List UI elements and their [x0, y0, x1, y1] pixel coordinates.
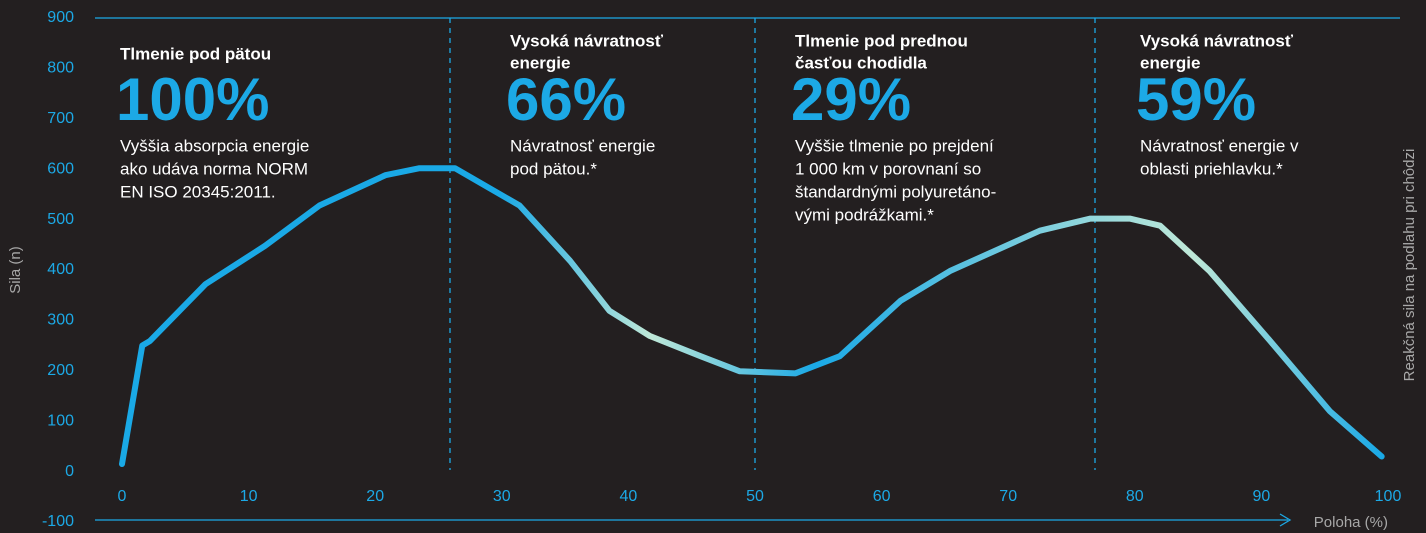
x-tick-label: 40 [620, 488, 638, 505]
section-text: vými podrážkami.* [795, 205, 934, 224]
section-text: pod pätou.* [510, 159, 597, 178]
y-tick-label: 100 [47, 412, 74, 429]
y-tick-label: 300 [47, 312, 74, 329]
x-tick-label: 60 [873, 488, 891, 505]
y-tick-label: 0 [65, 463, 74, 480]
y-tick-label: -100 [42, 513, 74, 530]
section-number: 59% [1136, 66, 1256, 133]
section-text: Návratnosť energie v [1140, 136, 1299, 155]
section-text: oblasti priehlavku.* [1140, 159, 1283, 178]
section-text: ako udáva norma NORM [120, 159, 308, 178]
section-number: 100% [116, 66, 269, 133]
section-heading: energie [510, 53, 570, 72]
y-tick-label: 700 [47, 110, 74, 127]
x-tick-label: 80 [1126, 488, 1144, 505]
x-axis-arrow [95, 513, 1292, 527]
section-heading: Vysoká návratnosť [510, 31, 664, 50]
x-tick-label: 30 [493, 488, 511, 505]
section-heading: Tlmenie pod prednou [795, 31, 968, 50]
section-heading: časťou chodidla [795, 53, 927, 72]
y-tick-label: 500 [47, 211, 74, 228]
x-axis-label: Poloha (%) [1314, 514, 1388, 531]
section-text: 1 000 km v porovnaní so [795, 159, 981, 178]
x-tick-label: 10 [240, 488, 258, 505]
x-tick-label: 50 [746, 488, 764, 505]
y-tick-label: 200 [47, 362, 74, 379]
section-number: 29% [791, 66, 911, 133]
x-tick-label: 0 [118, 488, 127, 505]
y2-axis-label: Reakčná sila na podlahu pri chôdzi [1401, 149, 1418, 382]
section-text: štandardnými polyuretáno- [795, 182, 996, 201]
section-frame [95, 17, 1400, 470]
y-tick-label: 400 [47, 261, 74, 278]
section-text: Vyššie tlmenie po prejdení [795, 136, 994, 155]
x-tick-label: 20 [366, 488, 384, 505]
section-text: Vyššia absorpcia energie [120, 136, 309, 155]
section-number: 66% [506, 66, 626, 133]
y-tick-label: 900 [47, 9, 74, 26]
section-text: Návratnosť energie [510, 136, 655, 155]
y-tick-label: 600 [47, 160, 74, 177]
section-heading: energie [1140, 53, 1200, 72]
x-tick-label: 100 [1375, 488, 1402, 505]
section-heading: Tlmenie pod pätou [120, 44, 271, 63]
y-tick-label: 800 [47, 60, 74, 77]
y-axis-label: Sila (n) [7, 246, 24, 294]
x-tick-label: 90 [1253, 488, 1271, 505]
section-heading: Vysoká návratnosť [1140, 31, 1294, 50]
force-line [119, 165, 1385, 468]
section-text: EN ISO 20345:2011. [120, 182, 276, 201]
x-tick-label: 70 [999, 488, 1017, 505]
